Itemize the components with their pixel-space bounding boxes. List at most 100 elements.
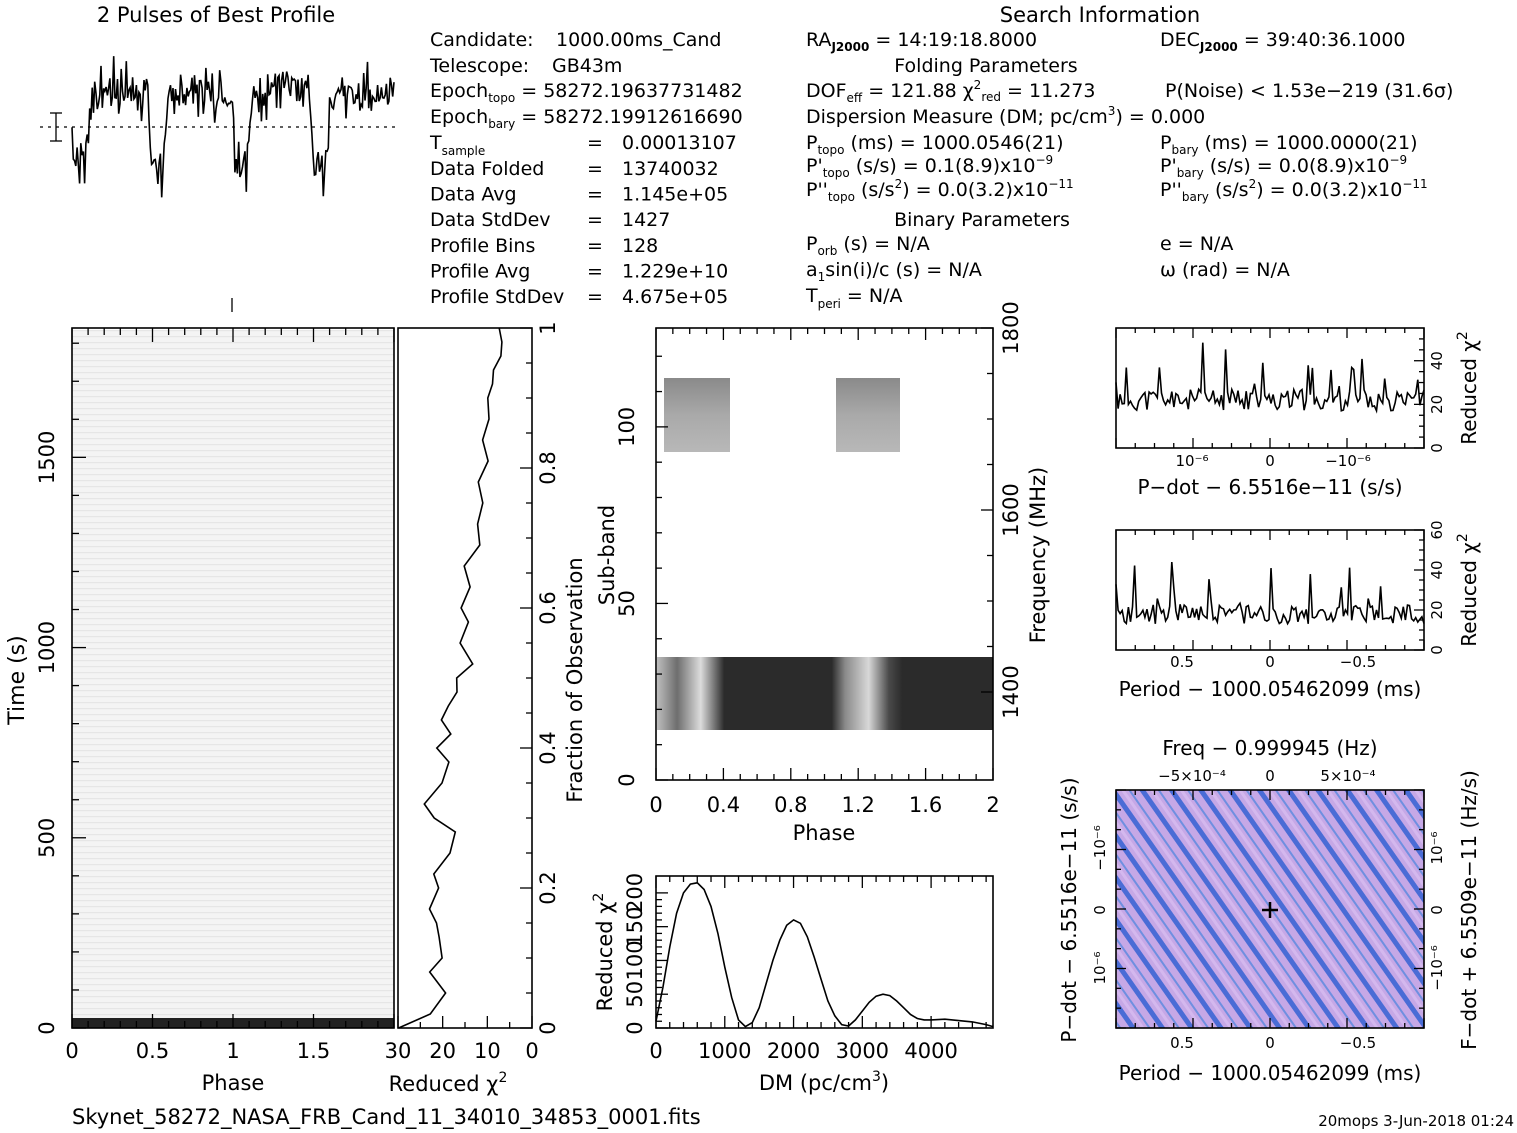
- chi2-pdot-ylabel: Reduced χ2: [1455, 331, 1481, 445]
- x-tick-label: 1000: [698, 1039, 751, 1063]
- p-bary-line: Pbary (ms) = 1000.0000(21): [1160, 132, 1418, 157]
- x-tick-label: 10: [474, 1039, 501, 1063]
- x-tick-label: −0.5: [1340, 1034, 1376, 1052]
- chi2-period-plot: 0.5 0 −0.5 0 20 40 60 Period − 1000.05462099 …: [1115, 520, 1481, 701]
- epoch-bary-line: Epochbary = 58272.19912616690: [430, 106, 743, 131]
- subband-phase-xlabel: Phase: [793, 821, 856, 845]
- y-tick-label: 150: [623, 907, 647, 947]
- t-sample-label: Tsample: [429, 132, 485, 158]
- period-pdot-plot: Freq − 0.999945 (Hz) −5×10⁻⁴ 0 5×10⁻⁴ 0.…: [1057, 736, 1481, 1085]
- svg-text:10⁻⁶: 10⁻⁶: [1175, 452, 1208, 470]
- chi2-pdot-xlabel: P−dot − 6.5516e−11 (s/s): [1137, 475, 1402, 499]
- info-row-equals: =: [587, 158, 603, 180]
- chi2-period-curve: [1115, 561, 1425, 626]
- chi2-fraction-frame: [397, 327, 533, 1029]
- telescope-label: Telescope:: [429, 55, 529, 77]
- chi2-pdot-frame: [1115, 327, 1425, 449]
- x-tick-label: 0: [1265, 653, 1275, 671]
- right-tick-label: 0: [536, 1021, 560, 1034]
- dof-value: 121.88: [890, 80, 956, 102]
- svg-text:−10⁻⁶: −10⁻⁶: [1091, 825, 1109, 871]
- info-row-value: 128: [622, 235, 658, 257]
- chi2-pdot-curve: [1115, 342, 1425, 414]
- t-peri-line: Tperi = N/A: [805, 285, 903, 311]
- profile-errorbar: [50, 112, 62, 142]
- chi2-fraction-x-tick-labels: 30 20 10 0: [385, 1039, 539, 1063]
- epoch-topo-line: Epochtopo = 58272.19637731482: [430, 80, 743, 105]
- y-tick-label: 0: [615, 773, 639, 786]
- chi2-period-ylabel: Reduced χ2: [1455, 533, 1481, 647]
- x-tick-label: 0: [65, 1039, 78, 1063]
- chi2-period-xlabel: Period − 1000.05462099 (ms): [1119, 677, 1422, 701]
- subband-phase-right-tick-labels: 1400 1600 1800: [999, 301, 1023, 718]
- y-tick-label: 40: [1428, 560, 1446, 579]
- p-bary-value: 1000.0000(21): [1276, 132, 1418, 154]
- binary-parameters-heading: Binary Parameters: [894, 209, 1070, 231]
- chi2-fraction-right-tick-labels: 0 0.2 0.4 0.6 0.8 1: [536, 321, 560, 1034]
- right-tick-label: 0.8: [536, 451, 560, 484]
- svg-text:−10⁻⁶: −10⁻⁶: [1428, 945, 1446, 991]
- time-phase-plot: 0 0.5 1 1.5 0 500 1000 1500 Phase Time (s): [5, 327, 395, 1095]
- x-tick-label: 3000: [836, 1039, 889, 1063]
- info-row-equals: =: [587, 235, 603, 257]
- info-row-label: Data Folded: [430, 158, 544, 180]
- right-tick-label: 1800: [999, 301, 1023, 354]
- time-phase-image: [72, 330, 394, 1028]
- y-tick-label: 100: [615, 407, 639, 447]
- y-tick-label: 0: [623, 1021, 647, 1034]
- pddot-topo-line: P''topo (s/s2) = 0.0(3.2)x10−11: [806, 177, 1074, 204]
- pdot-topo-line: P'topo (s/s) = 0.1(8.9)x10−9: [806, 153, 1053, 180]
- info-row-equals: =: [587, 184, 603, 206]
- y-tick-label: 60: [1428, 520, 1446, 539]
- right-tick-label: 0.2: [536, 871, 560, 904]
- svg-text:10⁻⁶: 10⁻⁶: [1428, 831, 1446, 864]
- time-phase-ticks: [71, 328, 395, 1029]
- y-tick-label: 50: [615, 590, 639, 617]
- x-tick-label: 1.5: [297, 1039, 330, 1063]
- x-tick-label: 0: [525, 1039, 538, 1063]
- x-tick-label: 2000: [767, 1039, 820, 1063]
- info-row-equals: =: [587, 209, 603, 231]
- subband-low-band: [657, 657, 993, 730]
- chi2-pdot-y-tick-labels: 0 20 40: [1428, 351, 1446, 453]
- y-tick-label: 0: [1428, 443, 1446, 453]
- chi2-period-ticks: [1115, 529, 1425, 651]
- info-row-equals: =: [587, 260, 603, 282]
- info-row-label: Profile StdDev: [430, 286, 564, 308]
- svg-text:−5×10⁻⁴: −5×10⁻⁴: [1158, 767, 1226, 785]
- y-tick-label: 0: [1428, 645, 1446, 655]
- info-row-label: Profile Bins: [430, 235, 535, 257]
- epoch-topo-value: 58272.19637731482: [543, 80, 742, 102]
- right-tick-label: 1400: [999, 665, 1023, 718]
- subband-high-band-2: [836, 378, 900, 452]
- chi2-dm-curve: [655, 881, 994, 1028]
- data-filename: Skynet_58272_NASA_FRB_Cand_11_34010_3485…: [72, 1105, 701, 1130]
- right-tick-label: 0.6: [536, 591, 560, 624]
- x-tick-label: 20: [429, 1039, 456, 1063]
- x-tick-label: 2: [986, 793, 999, 817]
- dm-line: Dispersion Measure (DM; pc/cm3) = 0.000: [806, 104, 1205, 128]
- right-tick-label: 1: [536, 321, 560, 334]
- info-row-value: 1.145e+05: [622, 184, 728, 206]
- time-phase-x-tick-labels: 0 0.5 1 1.5: [65, 1039, 330, 1063]
- profile-panel: [40, 56, 395, 312]
- p-topo-line: Ptopo (ms) = 1000.0546(21): [806, 132, 1064, 157]
- chi2-fraction-plot: 30 20 10 0 0 0.2 0.4 0.6 0.8 1 Reduced χ2 Fracti…: [385, 321, 587, 1096]
- chi2-period-x-tick-labels: 0.5 0 −0.5: [1170, 653, 1376, 671]
- dm-value: ) = 0.000: [1115, 106, 1205, 128]
- info-row-label: Data StdDev: [430, 209, 551, 231]
- x-tick-label: 0.5: [136, 1039, 169, 1063]
- y-tick-label: 200: [623, 873, 647, 913]
- y-tick-label: 1000: [35, 621, 59, 674]
- x-tick-label: 0.5: [1170, 1034, 1194, 1052]
- time-phase-ylabel: Time (s): [5, 635, 30, 725]
- subband-phase-right-label: Frequency (MHz): [1026, 467, 1050, 643]
- info-row-value: 4.675e+05: [622, 286, 728, 308]
- info-column-1: Candidate: 1000.00ms_Cand Telescope: GB4…: [429, 29, 743, 308]
- candidate-label: Candidate:: [430, 29, 534, 51]
- chi2-pdot-plot: 10⁻⁶ 0 −10⁻⁶ 0 20 40 P−dot − 6.5516e−11 (s…: [1115, 327, 1481, 499]
- time-phase-xlabel: Phase: [202, 1071, 265, 1095]
- subband-phase-plot: 0 0.4 0.8 1.2 1.6 2 0 50 100 1400 1600 1800 Phase…: [595, 301, 1050, 845]
- x-tick-label: 0.4: [707, 793, 740, 817]
